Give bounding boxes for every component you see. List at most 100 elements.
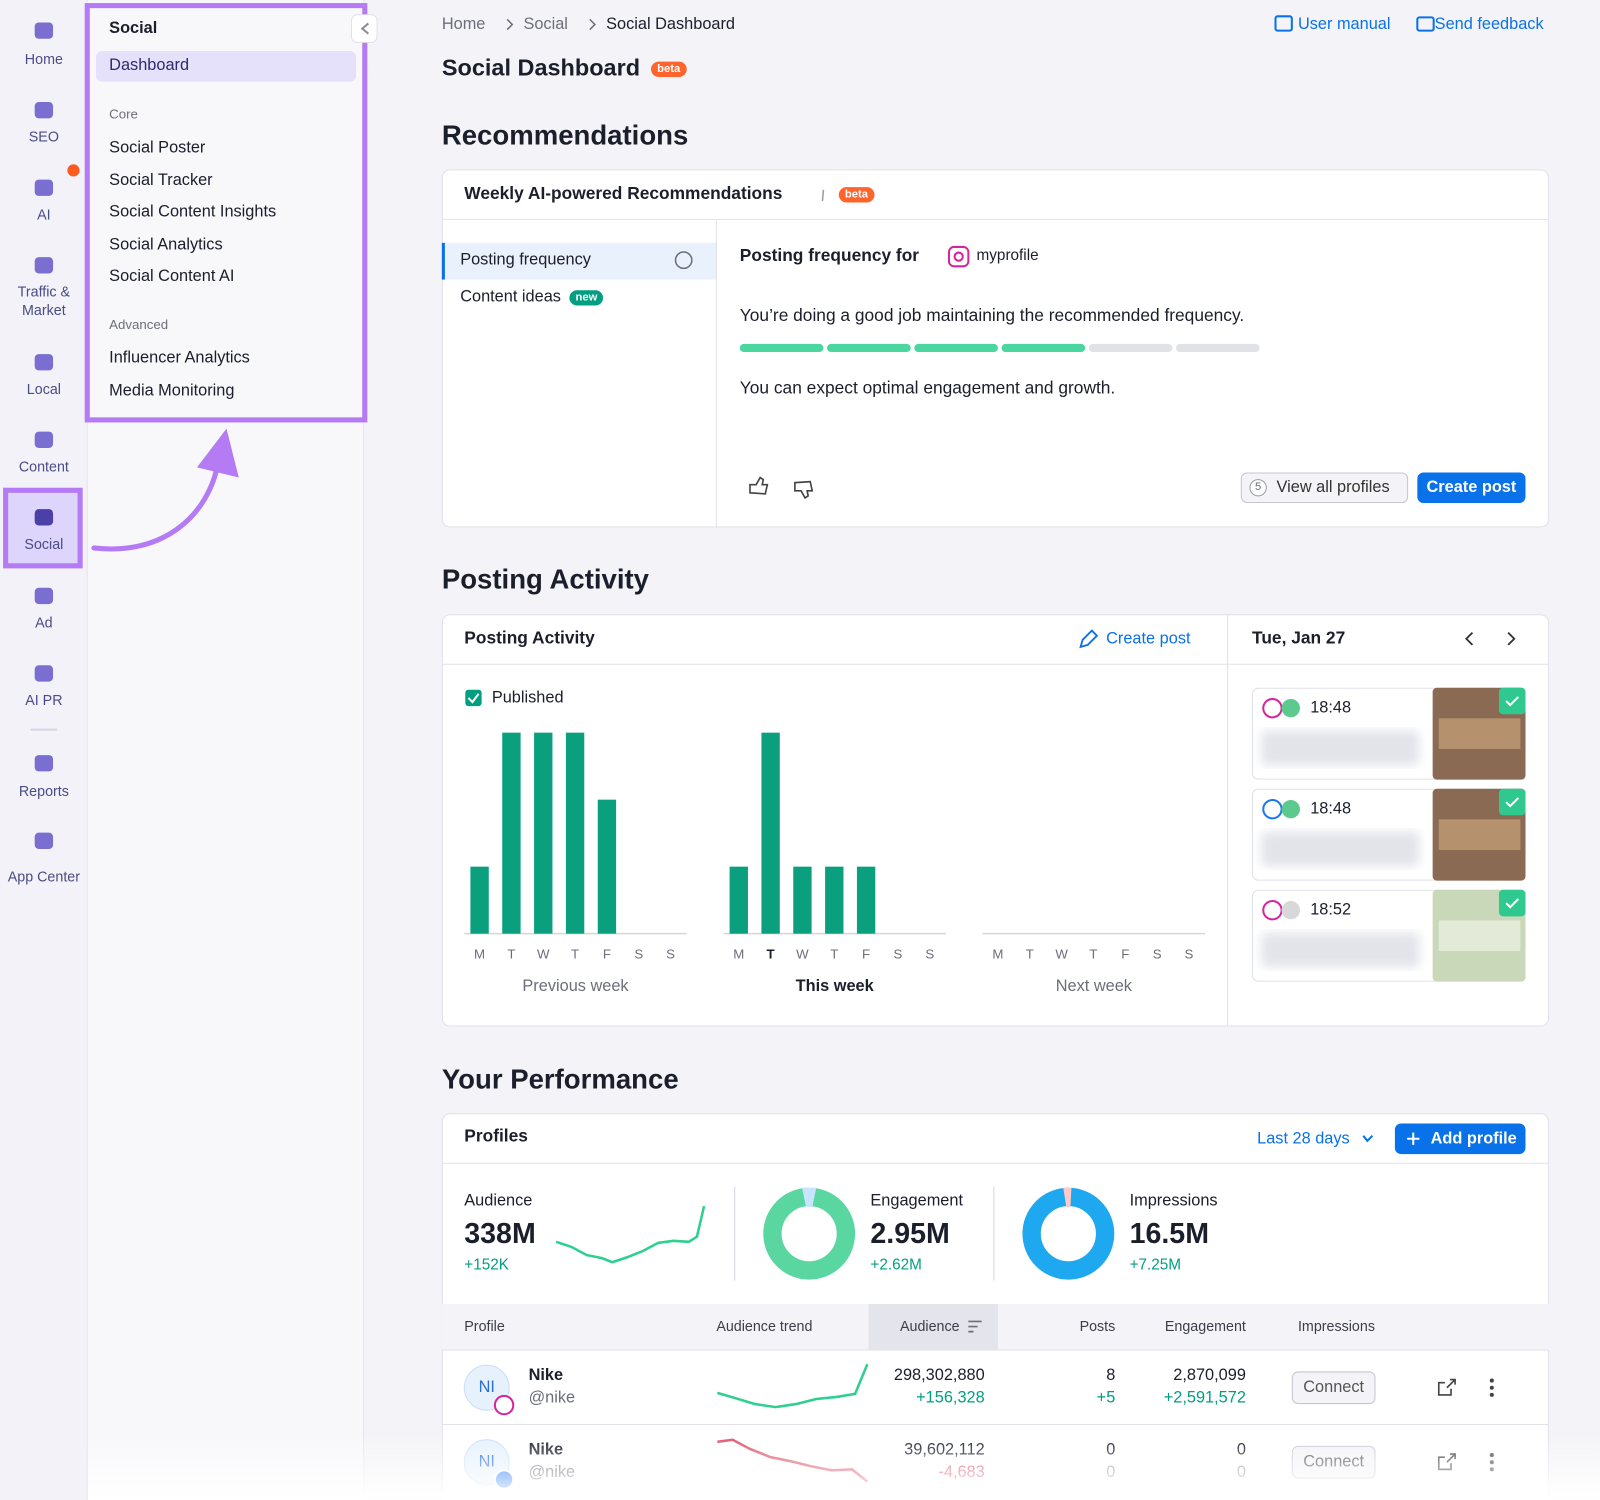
section-heading: Recommendations <box>442 119 688 152</box>
message: You’re doing a good job maintaining the … <box>740 306 1244 327</box>
nav-item[interactable]: App Center <box>5 867 83 886</box>
post-time: 18:48 <box>1310 799 1351 819</box>
metric-change: +2.62M <box>870 1256 921 1274</box>
page-title: Social Dashboard <box>442 54 640 82</box>
tab[interactable]: Posting frequency <box>460 250 591 270</box>
nav-item[interactable]: Local <box>5 379 83 398</box>
nav-item[interactable]: AI <box>5 205 83 224</box>
link[interactable]: User manual <box>1298 15 1391 35</box>
engagement: 2,870,099 <box>1173 1366 1246 1386</box>
link[interactable]: Create post <box>1106 629 1190 649</box>
week-label: This week <box>796 977 874 997</box>
nav-item[interactable]: Traffic & Market <box>5 282 83 319</box>
audience: 298,302,880 <box>894 1366 985 1386</box>
day-label: F <box>603 946 611 962</box>
submenu-item[interactable]: Social Content AI <box>109 267 234 287</box>
submenu-item[interactable]: Social Poster <box>109 138 205 158</box>
submenu-item[interactable]: Social Analytics <box>109 235 222 255</box>
submenu-item[interactable]: Social Content Insights <box>109 203 276 223</box>
day-label: T <box>767 946 775 962</box>
profile-name: Nike <box>529 1366 563 1386</box>
breadcrumb-item: Social Dashboard <box>606 15 735 35</box>
button-label: Add profile <box>1431 1129 1517 1149</box>
day-label: S <box>634 946 643 962</box>
posts: 8 <box>1106 1366 1115 1386</box>
day-label: T <box>1089 946 1097 962</box>
legend-label: Published <box>492 688 564 708</box>
day-label: S <box>666 946 675 962</box>
badge: new <box>569 290 603 305</box>
day-label: T <box>1026 946 1034 962</box>
submenu-item[interactable]: Media Monitoring <box>109 381 234 401</box>
badge: beta <box>839 187 874 202</box>
post-time: 18:52 <box>1310 900 1351 920</box>
nav-item[interactable]: SEO <box>5 127 83 146</box>
day-label: S <box>894 946 903 962</box>
post-card[interactable] <box>1252 890 1525 982</box>
manual-icon <box>1276 16 1292 30</box>
breadcrumb-sep <box>590 19 595 29</box>
day-label: F <box>862 946 870 962</box>
tab[interactable]: Content ideas <box>460 287 561 307</box>
button-label: Connect <box>1303 1378 1364 1398</box>
submenu-title: Social <box>109 19 157 39</box>
message: You can expect optimal engagement and gr… <box>740 378 1115 399</box>
period-select[interactable]: Last 28 days <box>1257 1129 1350 1149</box>
day-label: W <box>1055 946 1068 962</box>
profile-handle: @nike <box>529 1388 576 1408</box>
day-label: T <box>571 946 579 962</box>
column-header[interactable]: Impressions <box>1298 1318 1375 1335</box>
column-header[interactable]: Engagement <box>1165 1318 1246 1335</box>
nav-item[interactable]: Ad <box>5 613 83 632</box>
submenu-item[interactable]: Influencer Analytics <box>109 348 250 368</box>
post-card[interactable] <box>1252 688 1525 780</box>
column-header[interactable]: Audience <box>900 1318 960 1335</box>
nav-item[interactable]: Content <box>5 457 83 476</box>
day-label: T <box>507 946 515 962</box>
breadcrumb-item[interactable]: Home <box>442 15 486 35</box>
week-label: Previous week <box>522 977 628 997</box>
collapse-button[interactable] <box>351 14 378 43</box>
button-label: View all profiles <box>1277 478 1390 498</box>
day-label: T <box>830 946 838 962</box>
column-header: Audience trend <box>716 1318 812 1335</box>
nav-item[interactable]: Social <box>5 535 83 554</box>
avatar-initials: NI <box>479 1378 495 1398</box>
link[interactable]: Send feedback <box>1435 15 1544 35</box>
metric-label: Impressions <box>1130 1191 1218 1211</box>
metric-change: +7.25M <box>1130 1256 1181 1274</box>
profile-name: myprofile <box>977 247 1039 265</box>
submenu-heading: Core <box>109 106 138 122</box>
day-label: M <box>992 946 1003 962</box>
metric-value: 2.95M <box>870 1217 949 1251</box>
nav-item[interactable]: Home <box>5 50 83 69</box>
column-header[interactable]: Posts <box>1080 1318 1116 1335</box>
post-time: 18:48 <box>1310 698 1351 718</box>
audience-change: +156,328 <box>916 1388 985 1408</box>
section-heading: Posting Activity <box>442 563 649 596</box>
detail-title: Posting frequency for <box>740 246 919 267</box>
breadcrumb-sep <box>507 19 512 29</box>
nav-item[interactable]: AI PR <box>5 691 83 710</box>
breadcrumb-item[interactable]: Social <box>523 15 567 35</box>
day-label: W <box>537 946 550 962</box>
day-label: M <box>733 946 744 962</box>
metric-value: 338M <box>464 1217 535 1251</box>
metric-value: 16.5M <box>1130 1217 1209 1251</box>
schedule-date: Tue, Jan 27 <box>1252 628 1345 649</box>
day-label: F <box>1121 946 1129 962</box>
icon-rail <box>0 0 88 1500</box>
card-title: Posting Activity <box>464 628 594 649</box>
day-label: S <box>1153 946 1162 962</box>
engagement-change: +2,591,572 <box>1164 1388 1246 1408</box>
card-title: Profiles <box>464 1126 528 1147</box>
post-card[interactable] <box>1252 789 1525 881</box>
nav-item[interactable]: Reports <box>5 782 83 801</box>
metric-label: Engagement <box>870 1191 963 1211</box>
submenu-item[interactable]: Social Tracker <box>109 170 212 190</box>
button-label: Create post <box>1427 478 1517 498</box>
count: 5 <box>1255 481 1261 494</box>
submenu-item[interactable]: Dashboard <box>109 56 189 76</box>
day-label: M <box>474 946 485 962</box>
